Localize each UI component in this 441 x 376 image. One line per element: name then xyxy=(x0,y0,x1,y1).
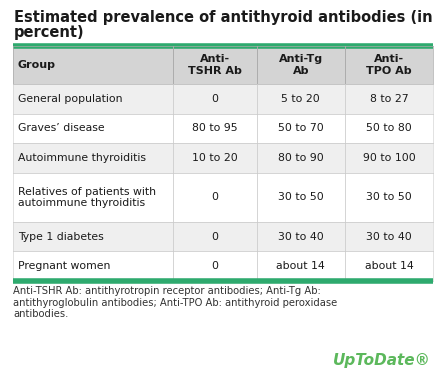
Bar xyxy=(345,173,433,222)
Bar xyxy=(345,46,433,84)
Text: 8 to 27: 8 to 27 xyxy=(370,94,408,104)
Text: 50 to 80: 50 to 80 xyxy=(366,123,412,133)
Text: Autoimmune thyroiditis: Autoimmune thyroiditis xyxy=(18,153,146,163)
Bar xyxy=(172,84,257,114)
Text: 30 to 40: 30 to 40 xyxy=(278,232,324,241)
Text: Type 1 diabetes: Type 1 diabetes xyxy=(18,232,104,241)
Text: Anti-
TSHR Ab: Anti- TSHR Ab xyxy=(188,54,242,76)
Bar xyxy=(13,173,172,222)
Text: about 14: about 14 xyxy=(365,261,413,271)
Text: about 14: about 14 xyxy=(277,261,325,271)
Text: percent): percent) xyxy=(14,25,85,40)
Bar xyxy=(172,114,257,143)
Text: Estimated prevalence of antithyroid antibodies (in: Estimated prevalence of antithyroid anti… xyxy=(14,10,433,25)
Text: 0: 0 xyxy=(211,232,218,241)
Text: 5 to 20: 5 to 20 xyxy=(281,94,320,104)
Text: Pregnant women: Pregnant women xyxy=(18,261,110,271)
Text: UpToDate®: UpToDate® xyxy=(333,353,431,368)
Bar xyxy=(345,252,433,281)
Text: 80 to 90: 80 to 90 xyxy=(278,153,324,163)
Text: Anti-Tg
Ab: Anti-Tg Ab xyxy=(279,54,323,76)
Text: 0: 0 xyxy=(211,192,218,202)
Bar xyxy=(345,84,433,114)
Text: 80 to 95: 80 to 95 xyxy=(192,123,237,133)
Bar xyxy=(172,173,257,222)
Bar xyxy=(257,252,345,281)
Text: Graves’ disease: Graves’ disease xyxy=(18,123,105,133)
Text: Anti-
TPO Ab: Anti- TPO Ab xyxy=(366,54,412,76)
Text: Anti-TSHR Ab: antithyrotropin receptor antibodies; Anti-Tg Ab:
antithyroglobulin: Anti-TSHR Ab: antithyrotropin receptor a… xyxy=(13,286,337,319)
Bar xyxy=(257,46,345,84)
Text: 90 to 100: 90 to 100 xyxy=(363,153,415,163)
Bar xyxy=(257,84,345,114)
Bar xyxy=(172,46,257,84)
Bar xyxy=(172,143,257,173)
Bar xyxy=(13,46,172,84)
Bar xyxy=(13,114,172,143)
Bar xyxy=(345,114,433,143)
Bar xyxy=(257,222,345,252)
Text: 30 to 50: 30 to 50 xyxy=(278,192,324,202)
Bar xyxy=(257,143,345,173)
Bar xyxy=(172,252,257,281)
Bar xyxy=(13,252,172,281)
Text: 50 to 70: 50 to 70 xyxy=(278,123,324,133)
Bar xyxy=(345,222,433,252)
Text: 10 to 20: 10 to 20 xyxy=(192,153,237,163)
Bar xyxy=(257,173,345,222)
Bar xyxy=(345,143,433,173)
Text: 0: 0 xyxy=(211,94,218,104)
Text: Group: Group xyxy=(18,60,56,70)
Bar xyxy=(13,84,172,114)
Text: 0: 0 xyxy=(211,261,218,271)
Text: Relatives of patients with
autoimmune thyroiditis: Relatives of patients with autoimmune th… xyxy=(18,186,156,208)
Bar xyxy=(13,143,172,173)
Bar xyxy=(13,222,172,252)
Text: 30 to 40: 30 to 40 xyxy=(366,232,412,241)
Bar xyxy=(257,114,345,143)
Text: General population: General population xyxy=(18,94,123,104)
Bar xyxy=(172,222,257,252)
Text: 30 to 50: 30 to 50 xyxy=(366,192,412,202)
